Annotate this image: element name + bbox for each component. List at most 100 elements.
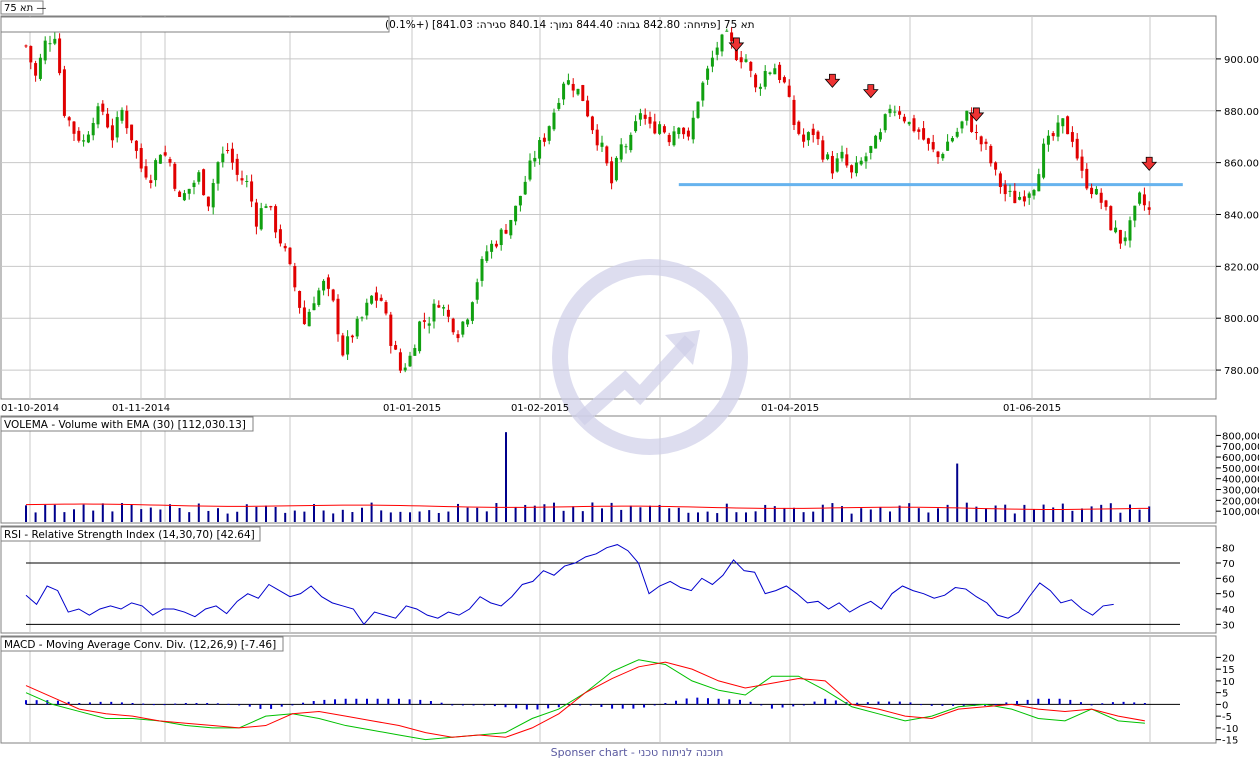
volume-bar (313, 504, 315, 522)
volume-bar (889, 511, 891, 522)
candle-body (187, 188, 191, 194)
macd-histogram-bar (792, 704, 795, 707)
macd-histogram-bar (67, 701, 70, 705)
candle-body (830, 155, 834, 174)
volume-bar (53, 504, 56, 522)
volume-tick-label: 500,000 (1222, 464, 1259, 475)
candle-body (1123, 237, 1127, 242)
macd-histogram-bar (344, 698, 347, 705)
macd-histogram-bar (547, 704, 550, 709)
date-x-axis: 01-10-2014 01-11-2014 01-01-2015 01-02-2015… (1, 403, 1061, 414)
macd-tick-label: -10 (1222, 724, 1238, 735)
candle-body (355, 318, 359, 337)
volume-bar (63, 512, 66, 522)
rsi-tick-label: 80 (1222, 544, 1235, 555)
price-y-axis: 780.00 800.00 820.00 840.00 860.00 880.00 900.… (1216, 55, 1259, 377)
candle-body (307, 311, 311, 327)
candle-body (912, 118, 916, 132)
candle-body (768, 72, 772, 74)
volume-bar (677, 507, 680, 522)
volume-bar (505, 432, 507, 522)
macd-histogram-bar (781, 704, 784, 708)
candle-body (235, 158, 239, 175)
candle-body (221, 153, 225, 163)
candle-body (797, 121, 801, 134)
candle-body (557, 102, 561, 109)
volume-bar (716, 513, 719, 522)
candle-body (994, 162, 998, 170)
candle-body (749, 61, 753, 71)
volume-tick-label: 100,000 (1222, 507, 1259, 518)
macd-histogram-bar (675, 700, 678, 705)
candle-body (542, 137, 546, 142)
candle-body (115, 117, 119, 138)
candle-body (854, 162, 858, 174)
candle-body (758, 86, 762, 89)
candle-body (470, 302, 474, 321)
macd-histogram-bar (706, 698, 709, 705)
candle-body (1075, 138, 1079, 159)
macd-histogram-bar (1133, 702, 1136, 705)
candle-body (365, 302, 369, 316)
candle-body (725, 30, 729, 32)
volume-bar (332, 513, 335, 522)
candle-body (1066, 116, 1070, 135)
candle-body (715, 47, 719, 55)
macd-histogram-bar (227, 703, 230, 705)
legend-box (0, 0, 44, 15)
candle-body (48, 43, 52, 45)
volume-bar (1042, 504, 1045, 522)
volume-bar (706, 511, 709, 522)
candle-body (926, 138, 930, 144)
candle-body (437, 305, 441, 308)
candle-body (1114, 227, 1118, 233)
volume-tick-label: 300,000 (1222, 486, 1259, 497)
volume-bar (1129, 504, 1131, 522)
volume-bar (197, 503, 200, 522)
macd-histogram-bar (483, 704, 486, 706)
candle-body (634, 121, 638, 132)
volume-bar (860, 508, 863, 522)
volume-bar (812, 511, 815, 522)
macd-histogram-bar (856, 702, 859, 705)
volume-bar (1090, 506, 1093, 522)
macd-histogram-bar (120, 702, 123, 705)
macd-tick-label: 10 (1222, 677, 1235, 688)
candle-body (667, 134, 671, 143)
candle-body (686, 130, 690, 137)
macd-histogram-bar (35, 700, 38, 705)
candle-body (1061, 118, 1065, 127)
volume-bars (25, 432, 1151, 522)
candle-body (427, 323, 431, 326)
candle-body (24, 45, 28, 47)
macd-histogram-bar (1016, 701, 1019, 705)
rsi-y-axis: 30 40 50 60 70 80 (1216, 544, 1235, 631)
rsi-line (25, 544, 1114, 626)
volume-bar (562, 510, 565, 522)
candle-body (379, 297, 383, 301)
candle-body (979, 136, 983, 145)
candle-body (442, 307, 446, 309)
candle-body (864, 156, 868, 162)
candle-body (418, 321, 422, 352)
volume-bar (82, 504, 85, 522)
macd-tick-label: -5 (1222, 712, 1232, 723)
volume-title-box (0, 416, 254, 432)
volume-bar (121, 503, 123, 522)
rsi-tick-label: 70 (1222, 559, 1235, 570)
candle-body (245, 180, 249, 182)
volume-bar (322, 510, 325, 522)
candle-body (149, 180, 153, 183)
candle-body (211, 183, 215, 208)
candle-body (648, 116, 652, 124)
candle-body (350, 335, 354, 338)
candle-body (888, 108, 892, 114)
candle-body (202, 169, 206, 196)
candle-body (499, 229, 503, 246)
candle-body (936, 151, 940, 158)
volume-bar (207, 510, 210, 522)
candle-body (226, 149, 230, 151)
macd-histogram-bar (536, 704, 539, 710)
macd-histogram-bar (962, 704, 965, 706)
volume-bar (457, 503, 459, 522)
